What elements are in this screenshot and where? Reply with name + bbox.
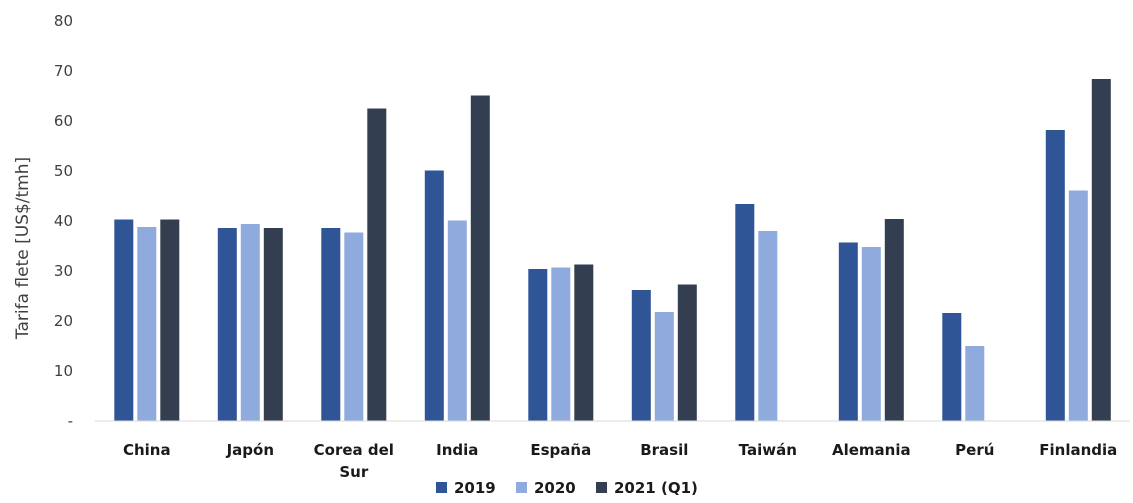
y-axis-ticks: - 10 20 30 40 50 60 70 80: [54, 12, 73, 430]
bar: [217, 228, 237, 421]
x-tick-label: India: [436, 441, 478, 459]
bar: [528, 269, 548, 421]
y-tick-label: 70: [54, 62, 73, 80]
x-tick-label: Brasil: [640, 441, 688, 459]
bar: [574, 264, 594, 421]
legend-label: 2020: [534, 479, 576, 497]
bars: [114, 79, 1111, 421]
y-tick-label: 10: [54, 362, 73, 380]
bar: [321, 228, 341, 421]
legend-label: 2021 (Q1): [614, 479, 698, 497]
x-tick-label: China: [123, 441, 171, 459]
bar: [861, 247, 881, 421]
bar: [114, 219, 134, 421]
bar: [551, 267, 571, 421]
bar: [263, 228, 283, 421]
y-tick-label: -: [68, 412, 73, 430]
bar: [677, 284, 697, 421]
bar: [942, 313, 962, 421]
bar: [758, 231, 778, 421]
x-tick-label: Alemania: [832, 441, 911, 459]
bar: [631, 290, 651, 421]
x-axis-labels: China Japón Corea del Sur India España Brasil T…: [123, 441, 1117, 481]
bar: [137, 227, 157, 421]
y-tick-label: 40: [54, 212, 73, 230]
legend-swatch: [596, 482, 607, 493]
bar: [367, 108, 387, 421]
bar: [654, 312, 674, 421]
legend-swatch: [436, 482, 447, 493]
y-tick-label: 20: [54, 312, 73, 330]
bar: [838, 242, 858, 421]
legend-swatch: [516, 482, 527, 493]
x-tick-label: España: [530, 441, 591, 459]
x-tick-label: Japón: [226, 441, 274, 459]
y-axis-label: Tarifa flete [US$/tmh]: [13, 157, 33, 340]
bar: [240, 224, 260, 421]
bar: [447, 220, 467, 421]
bar: [424, 170, 444, 421]
bar: [735, 204, 755, 421]
bar: [470, 95, 490, 421]
x-tick-label: Corea del Sur: [314, 441, 394, 481]
legend: 2019 2020 2021 (Q1): [436, 479, 698, 497]
bar: [884, 219, 904, 421]
y-tick-label: 80: [54, 12, 73, 30]
bar: [1068, 190, 1088, 421]
bar: [1091, 79, 1111, 421]
y-tick-label: 50: [54, 162, 73, 180]
y-tick-label: 60: [54, 112, 73, 130]
bar: [160, 219, 180, 421]
legend-label: 2019: [454, 479, 496, 497]
bar: [1045, 130, 1065, 421]
x-tick-label: Finlandia: [1039, 441, 1117, 459]
x-tick-label: Taiwán: [739, 441, 797, 459]
y-tick-label: 30: [54, 262, 73, 280]
bar: [965, 346, 985, 421]
bar: [344, 232, 364, 421]
x-tick-label: Perú: [955, 441, 994, 459]
